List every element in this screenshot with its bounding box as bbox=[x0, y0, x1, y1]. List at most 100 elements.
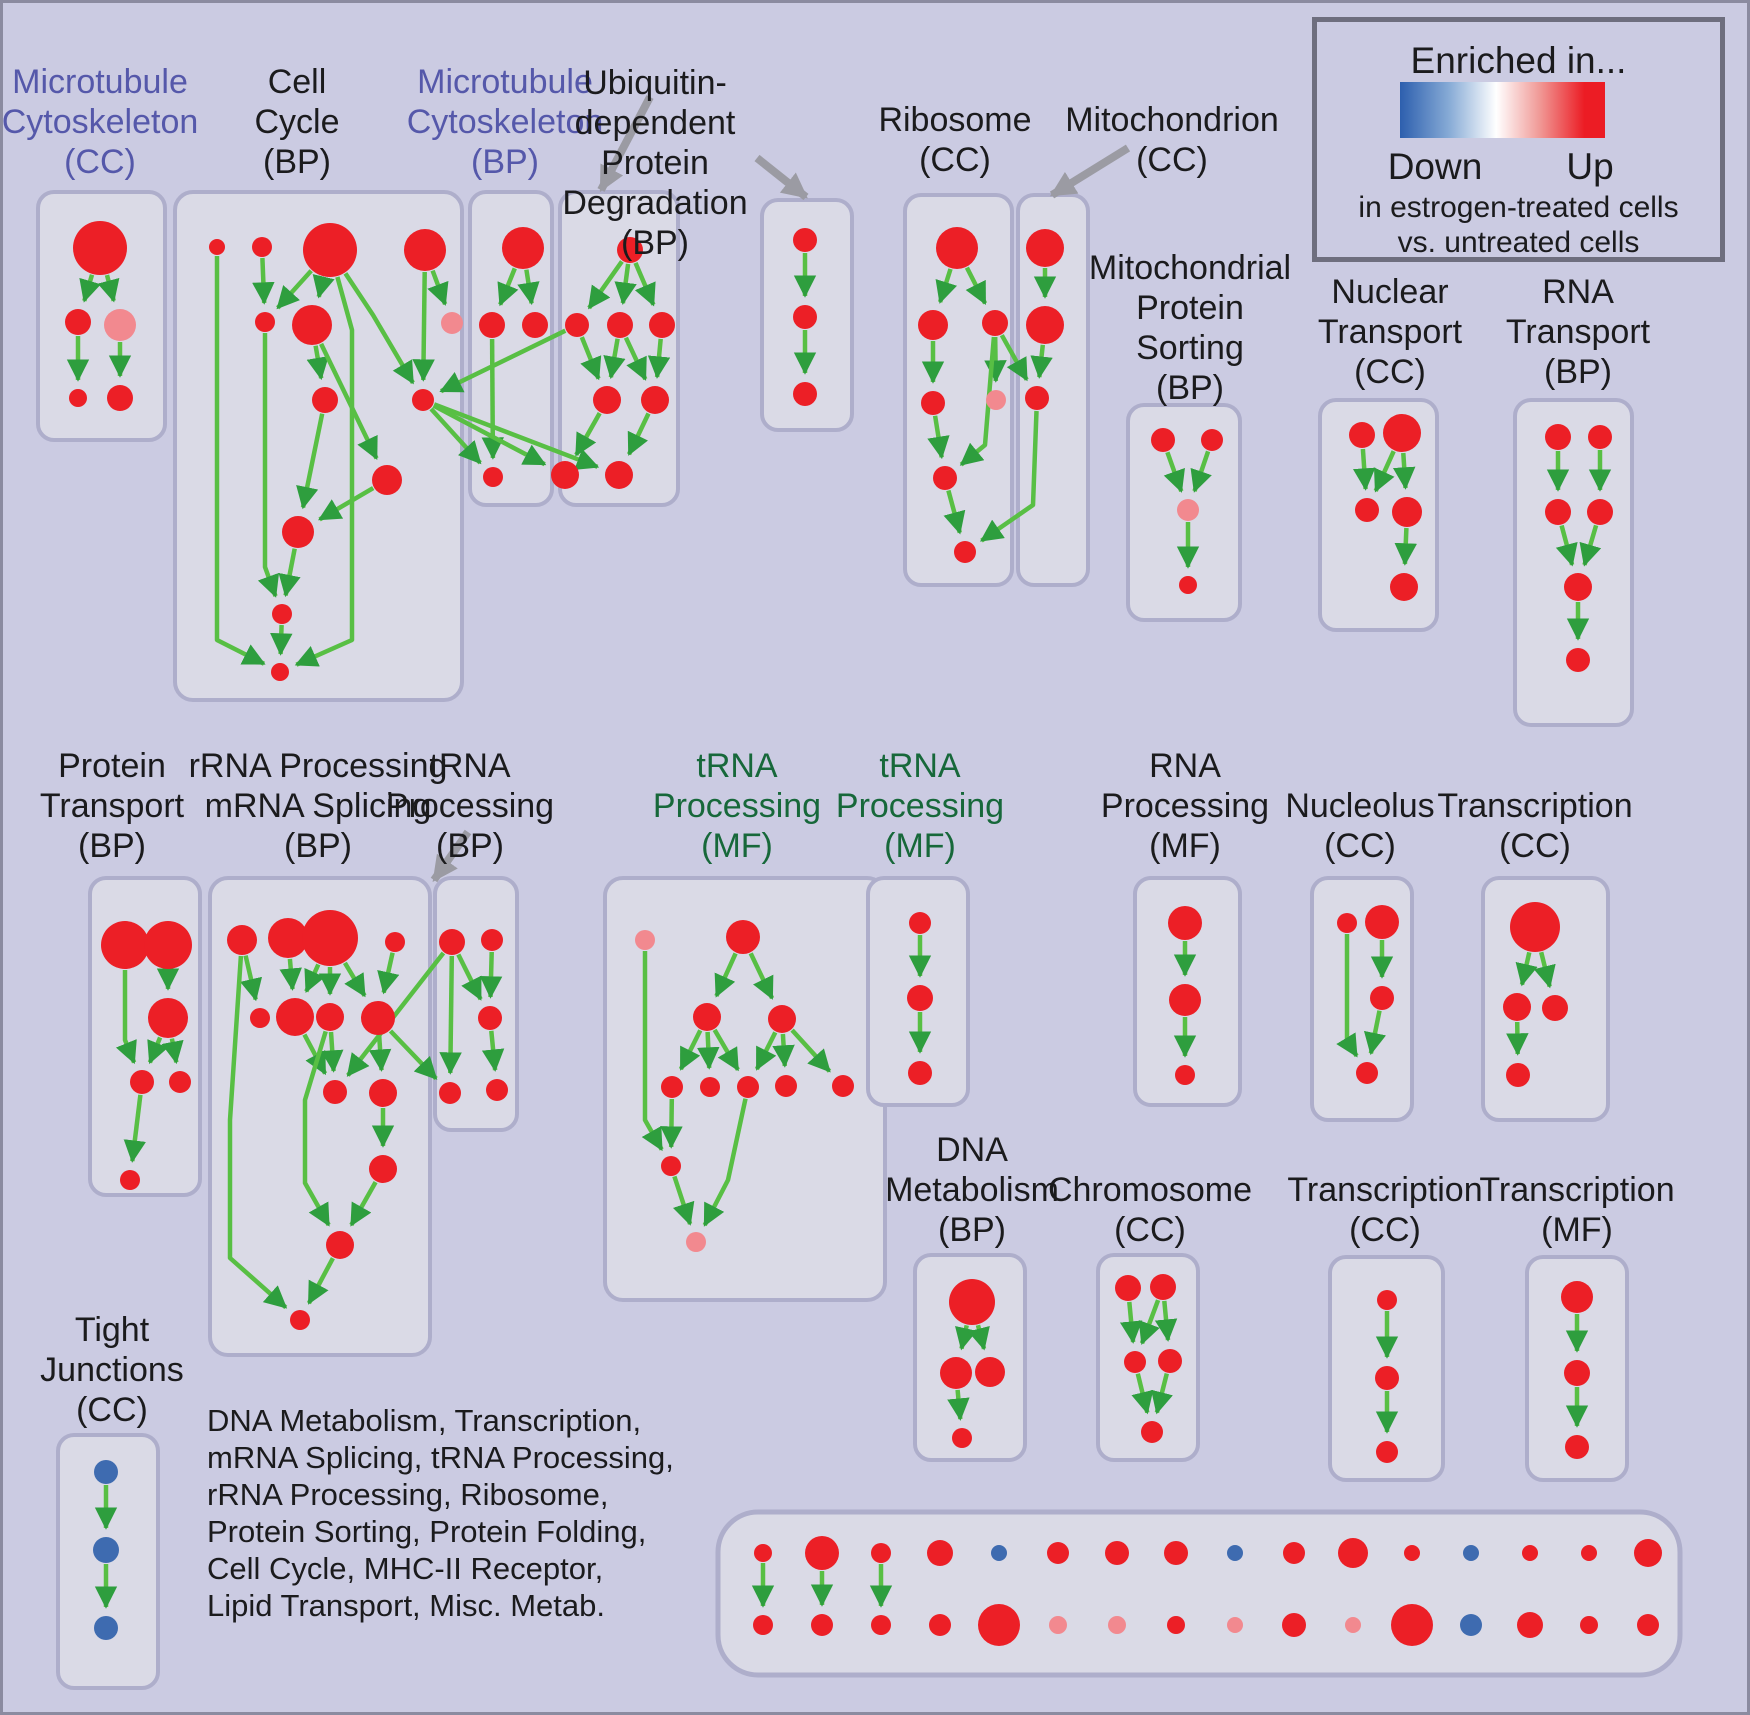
edge-cellcycle-c1-c4 bbox=[252, 257, 275, 305]
go-node-cellcycle-c3 bbox=[404, 229, 446, 271]
cluster-label-line: Transcription bbox=[1437, 787, 1633, 825]
cluster-label-line: Cell bbox=[267, 63, 327, 101]
cluster-label-line: Microtubule bbox=[417, 63, 593, 101]
edge-trna_bp-tl-bl bbox=[439, 955, 462, 1075]
go-node-chromosome-b bbox=[1141, 1421, 1163, 1443]
go-node-mitosort-pm bbox=[1177, 499, 1199, 521]
go-node-trans_mf-a bbox=[1561, 1281, 1593, 1313]
edge-ubq1-m3-l2 bbox=[647, 338, 671, 379]
go-node-dnamet-br bbox=[975, 1357, 1005, 1387]
edge-ubq1-m2-l2 bbox=[623, 336, 648, 381]
cluster-label-mt_cc: Microtubule Cytoskeleton (CC) bbox=[0, 62, 260, 182]
edge-trans_cc2-t-ml bbox=[1515, 951, 1538, 987]
edge-trna_bp-mid-br bbox=[481, 1030, 505, 1072]
summary-node-4-top bbox=[991, 1545, 1007, 1561]
go-node-nucleolus-tr bbox=[1365, 905, 1399, 939]
edge-cross-1 bbox=[432, 403, 547, 467]
go-node-mitosort-b bbox=[1179, 576, 1197, 594]
edge-cellcycle-c11-c12 bbox=[270, 624, 293, 656]
edge-cross-0 bbox=[439, 328, 567, 394]
cluster-label-line: (CC) bbox=[1354, 353, 1426, 391]
cluster-label-line: (CC) bbox=[1349, 1211, 1421, 1249]
cluster-label-line: Metabolism bbox=[885, 1171, 1059, 1209]
edge-cellcycle-c10-c11 bbox=[278, 548, 301, 598]
edge-rrna-e-f bbox=[349, 1180, 378, 1227]
go-node-mito-b bbox=[1026, 306, 1064, 344]
edge-trna_mf_w-v-bot bbox=[672, 1175, 695, 1226]
summary-node-3-bottom bbox=[929, 1614, 951, 1636]
edge-cellcycle-c2-c12 bbox=[294, 276, 355, 667]
legend: Enriched in... Down Up in estrogen-treat… bbox=[1312, 17, 1725, 262]
cluster-box-nucleolus bbox=[1310, 876, 1414, 1122]
go-node-trans_cc2-ml bbox=[1503, 993, 1531, 1021]
edge-mitosort-tr-pm bbox=[1190, 450, 1212, 493]
go-node-rrna-f bbox=[326, 1231, 354, 1259]
go-node-ubq1-l1 bbox=[593, 386, 621, 414]
cluster-label-line: (BP) bbox=[284, 827, 352, 865]
cluster-label-line: Mitochondrial bbox=[1088, 249, 1292, 287]
cluster-label-trans_mf: Transcription (MF) bbox=[1417, 1170, 1737, 1250]
edge-nucleolus-mr-b bbox=[1363, 1010, 1387, 1056]
edge-trna_mf_w-f1-v bbox=[660, 1098, 683, 1149]
go-node-cellcycle-c5 bbox=[292, 305, 332, 345]
edge-ubq1-t-m3 bbox=[633, 262, 656, 307]
go-node-dnamet-b bbox=[952, 1428, 972, 1448]
go-node-trna_mf_n-b bbox=[907, 985, 933, 1011]
go-node-cellcycle-c4 bbox=[255, 312, 275, 332]
cluster-label-ribosome: Ribosome (CC) bbox=[795, 100, 1115, 180]
cluster-box-dnamet bbox=[913, 1253, 1027, 1462]
go-node-mt_bp-t bbox=[502, 227, 544, 269]
go-node-dnamet-bl bbox=[940, 1357, 972, 1389]
misc-text-line: Cell Cycle, MHC-II Receptor, bbox=[207, 1551, 604, 1586]
misc-text-line: rRNA Processing, Ribosome, bbox=[207, 1477, 609, 1512]
go-node-ubq1-b2 bbox=[605, 461, 633, 489]
cluster-label-line: (BP) bbox=[621, 224, 689, 262]
cluster-label-line: Junctions bbox=[40, 1351, 184, 1389]
edge-trna_mf_w-ml-f2 bbox=[697, 1031, 720, 1070]
cluster-label-line: Processing bbox=[835, 787, 1005, 825]
edge-cellcycle-c7-c10 bbox=[296, 413, 325, 510]
edge-ubq1-t-m2 bbox=[614, 263, 637, 305]
cluster-label-line: (MF) bbox=[1149, 827, 1221, 865]
edge-prottrans-m-b2 bbox=[161, 1038, 184, 1065]
go-node-ubq1-l2 bbox=[641, 386, 669, 414]
go-node-prottrans-bot bbox=[120, 1170, 140, 1190]
cluster-label-line: (BP) bbox=[78, 827, 146, 865]
cluster-label-line: (CC) bbox=[1114, 1211, 1186, 1249]
edge-mt_bp-t-mr bbox=[517, 269, 540, 306]
go-node-rrna-m3 bbox=[316, 1003, 344, 1031]
edge-trna_mf_w-ml-f1 bbox=[678, 1029, 703, 1071]
edge-rrna-r3-m2 bbox=[304, 963, 326, 994]
cluster-label-line: Transcription bbox=[1479, 1171, 1675, 1209]
go-node-ubq1-b1 bbox=[551, 461, 579, 489]
go-node-rrna-r3 bbox=[302, 910, 358, 966]
edge-mt_cc-t-ml bbox=[79, 274, 101, 303]
edge-ribosome-t-mr bbox=[964, 266, 988, 306]
cluster-label-line: Ubiquitin- bbox=[583, 64, 727, 102]
edge-trna_bp-tr-mid bbox=[479, 951, 503, 999]
go-node-ribosome-t bbox=[936, 227, 978, 269]
cluster-label-line: (CC) bbox=[1136, 141, 1208, 179]
cluster-label-line: Protein bbox=[58, 747, 166, 785]
summary-node-1-bottom bbox=[811, 1614, 833, 1636]
cluster-label-line: Transport bbox=[39, 787, 185, 825]
go-node-rrna-m2 bbox=[276, 998, 314, 1036]
cluster-label-line: Processing bbox=[1100, 787, 1270, 825]
edge-cellcycle-c0-c12 bbox=[214, 256, 266, 666]
edge-cellcycle-c5-c9 bbox=[319, 342, 379, 461]
go-node-trna_mf_w-f1 bbox=[661, 1076, 683, 1098]
go-node-mitosort-tl bbox=[1151, 428, 1175, 452]
edge-ubq1-m1-l1 bbox=[579, 336, 602, 381]
edge-trna_mf_w-mr-f5 bbox=[790, 1028, 832, 1073]
edge-chromosome-ml-b bbox=[1131, 1373, 1154, 1415]
go-node-trna_bp-mid bbox=[478, 1006, 502, 1030]
go-node-mt_bp-mr bbox=[522, 312, 548, 338]
edge-trna_mf_w-mr-f3 bbox=[754, 1031, 778, 1071]
go-node-ubq1-m1 bbox=[565, 313, 589, 337]
cluster-label-ubq1: Ubiquitin-dependent Protein Degradation (BP… bbox=[495, 63, 815, 263]
cluster-label-nucleolus: Nucleolus (CC) bbox=[1200, 786, 1520, 866]
cluster-label-line: (MF) bbox=[1541, 1211, 1613, 1249]
cluster-label-line: (BP) bbox=[1156, 369, 1224, 407]
edge-cellcycle-c9-c10 bbox=[318, 486, 375, 522]
